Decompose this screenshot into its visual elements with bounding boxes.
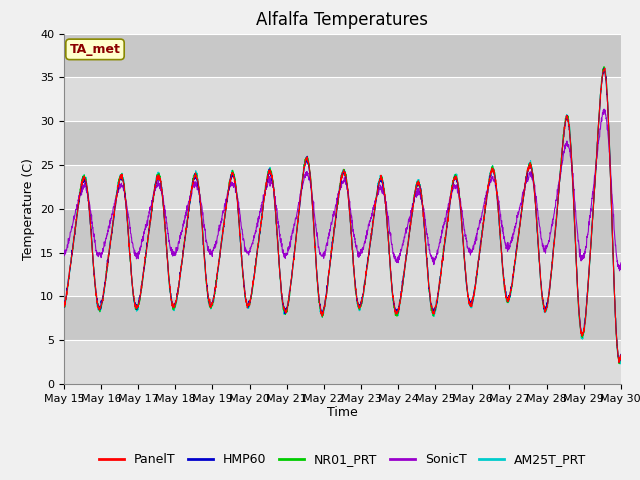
Bar [64, 252, 621, 296]
Bar [64, 34, 621, 77]
Y-axis label: Temperature (C): Temperature (C) [22, 158, 35, 260]
Title: Alfalfa Temperatures: Alfalfa Temperatures [257, 11, 428, 29]
Bar [64, 165, 621, 209]
Bar [64, 121, 621, 165]
Legend: PanelT, HMP60, NR01_PRT, SonicT, AM25T_PRT: PanelT, HMP60, NR01_PRT, SonicT, AM25T_P… [93, 448, 591, 471]
Text: TA_met: TA_met [70, 43, 120, 56]
X-axis label: Time: Time [327, 407, 358, 420]
Bar [64, 209, 621, 252]
Bar [64, 77, 621, 121]
Bar [64, 340, 621, 384]
Bar [64, 296, 621, 340]
